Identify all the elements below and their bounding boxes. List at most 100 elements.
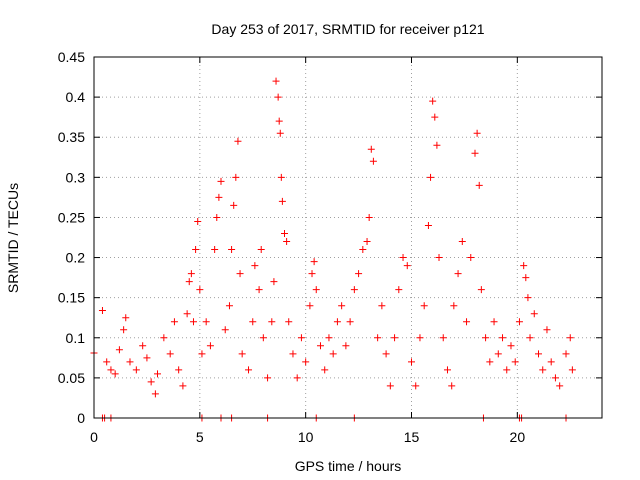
- data-point: [412, 382, 420, 390]
- y-tick-label: 0.15: [58, 290, 85, 306]
- data-point: [450, 302, 458, 310]
- data-point: [183, 310, 191, 318]
- data-point: [494, 350, 502, 358]
- data-point: [281, 229, 288, 237]
- y-tick-label: 0.35: [58, 129, 85, 145]
- data-point: [526, 334, 534, 342]
- data-point: [367, 145, 375, 153]
- data-point: [175, 366, 183, 374]
- data-point: [399, 254, 407, 262]
- axis-ticks: 0 0.05 0.1 0.15 0.2 0.25 0.3 0.35 0.4 0.45 0 5 10 15 2…: [58, 49, 602, 445]
- data-point: [139, 342, 147, 350]
- data-point: [225, 302, 233, 310]
- data-point: [391, 334, 399, 342]
- data-point: [264, 374, 272, 382]
- data-point: [342, 342, 350, 350]
- data-point: [433, 141, 441, 149]
- data-point: [302, 358, 310, 366]
- y-tick-label: 0: [77, 410, 85, 426]
- data-point: [132, 366, 140, 374]
- data-point: [154, 370, 161, 378]
- data-point: [473, 129, 481, 137]
- data-point: [245, 366, 253, 374]
- data-point: [429, 97, 437, 105]
- data-point: [297, 334, 305, 342]
- x-tick-label: 0: [90, 429, 98, 445]
- y-tick-label: 0.45: [58, 49, 85, 65]
- data-point: [475, 181, 483, 189]
- data-point: [285, 318, 293, 326]
- data-point: [234, 137, 242, 145]
- data-point: [471, 149, 479, 157]
- data-point: [477, 286, 485, 294]
- data-point: [228, 246, 236, 254]
- data-point: [359, 246, 367, 254]
- data-point: [321, 366, 329, 374]
- data-point: [435, 254, 443, 262]
- x-tick-label: 20: [510, 429, 526, 445]
- data-point: [189, 318, 197, 326]
- data-point: [424, 221, 432, 229]
- data-point: [196, 286, 204, 294]
- data-point: [236, 270, 244, 278]
- data-point: [374, 334, 382, 342]
- data-point: [365, 213, 373, 221]
- chart-title: Day 253 of 2017, SRMTID for receiver p12…: [211, 21, 484, 37]
- data-point: [306, 302, 314, 310]
- y-tick-label: 0.4: [66, 89, 86, 105]
- data-point: [185, 278, 193, 286]
- data-point: [249, 318, 257, 326]
- data-point: [257, 246, 265, 254]
- y-tick-label: 0.05: [58, 370, 85, 386]
- data-point: [543, 326, 551, 334]
- data-point: [276, 129, 284, 137]
- data-point: [151, 390, 159, 398]
- data-point: [454, 270, 462, 278]
- data-point: [350, 286, 358, 294]
- data-point: [346, 318, 354, 326]
- data-point: [166, 350, 174, 358]
- data-point: [194, 217, 202, 225]
- data-point: [272, 77, 280, 85]
- data-point: [259, 334, 267, 342]
- data-point: [443, 366, 451, 374]
- data-point: [221, 326, 229, 334]
- data-point: [111, 370, 119, 378]
- data-point: [251, 262, 259, 270]
- data-point: [107, 366, 115, 374]
- x-axis-label: GPS time / hours: [295, 458, 402, 474]
- data-point: [486, 358, 494, 366]
- data-point: [467, 254, 475, 262]
- data-point: [230, 201, 238, 209]
- data-point: [310, 258, 318, 266]
- data-point: [98, 307, 106, 315]
- data-point: [458, 238, 466, 246]
- data-point: [524, 294, 532, 302]
- data-point: [547, 358, 555, 366]
- data-point: [308, 270, 316, 278]
- data-point: [333, 318, 341, 326]
- data-point: [215, 193, 223, 201]
- data-point: [515, 318, 523, 326]
- data-point: [293, 374, 301, 382]
- data-point: [503, 366, 511, 374]
- y-tick-label: 0.2: [66, 250, 86, 266]
- data-point: [316, 342, 324, 350]
- data-point: [160, 334, 168, 342]
- data-point: [270, 278, 278, 286]
- data-point: [277, 173, 285, 181]
- data-point: [482, 334, 490, 342]
- data-point: [143, 354, 151, 362]
- y-tick-label: 0.3: [66, 169, 86, 185]
- data-point: [202, 318, 210, 326]
- grid-lines: [94, 57, 602, 418]
- data-point: [355, 270, 363, 278]
- data-point: [122, 314, 130, 322]
- data-point: [463, 318, 471, 326]
- data-point: [187, 270, 195, 278]
- data-point: [507, 342, 515, 350]
- data-point: [520, 262, 528, 270]
- data-point: [499, 334, 507, 342]
